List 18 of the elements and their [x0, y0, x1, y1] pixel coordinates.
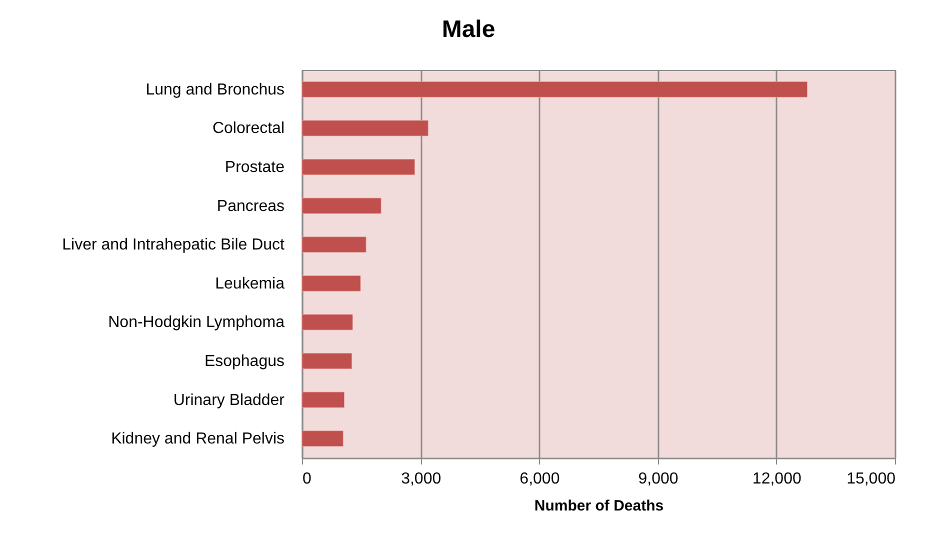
x-tick-label: 12,000: [752, 470, 802, 488]
y-tick-label: Esophagus: [204, 353, 284, 370]
x-tick-label: 9,000: [638, 470, 678, 488]
y-tick-label: Colorectal: [212, 120, 284, 138]
y-tick-label: Lung and Bronchus: [146, 81, 284, 98]
y-tick-label: Pancreas: [216, 198, 284, 215]
y-tick-label: Non-Hodgkin Lymphoma: [108, 314, 285, 332]
x-tick-label: 6,000: [520, 470, 560, 488]
y-tick-label: Leukemia: [215, 275, 285, 292]
y-tick-label: Prostate: [224, 159, 285, 176]
y-tick-label: Urinary Bladder: [173, 392, 286, 409]
x-tick-label: 15,000: [846, 470, 896, 488]
x-axis-title: Number of Deaths: [534, 498, 664, 514]
x-tick-label: 3,000: [401, 470, 442, 488]
y-tick-label: Liver and Intrahepatic Bile Duct: [62, 236, 286, 254]
x-tick-label: 0: [302, 470, 312, 488]
chart-title: Male: [442, 16, 496, 43]
y-tick-label: Kidney and Renal Pelvis: [111, 430, 284, 448]
